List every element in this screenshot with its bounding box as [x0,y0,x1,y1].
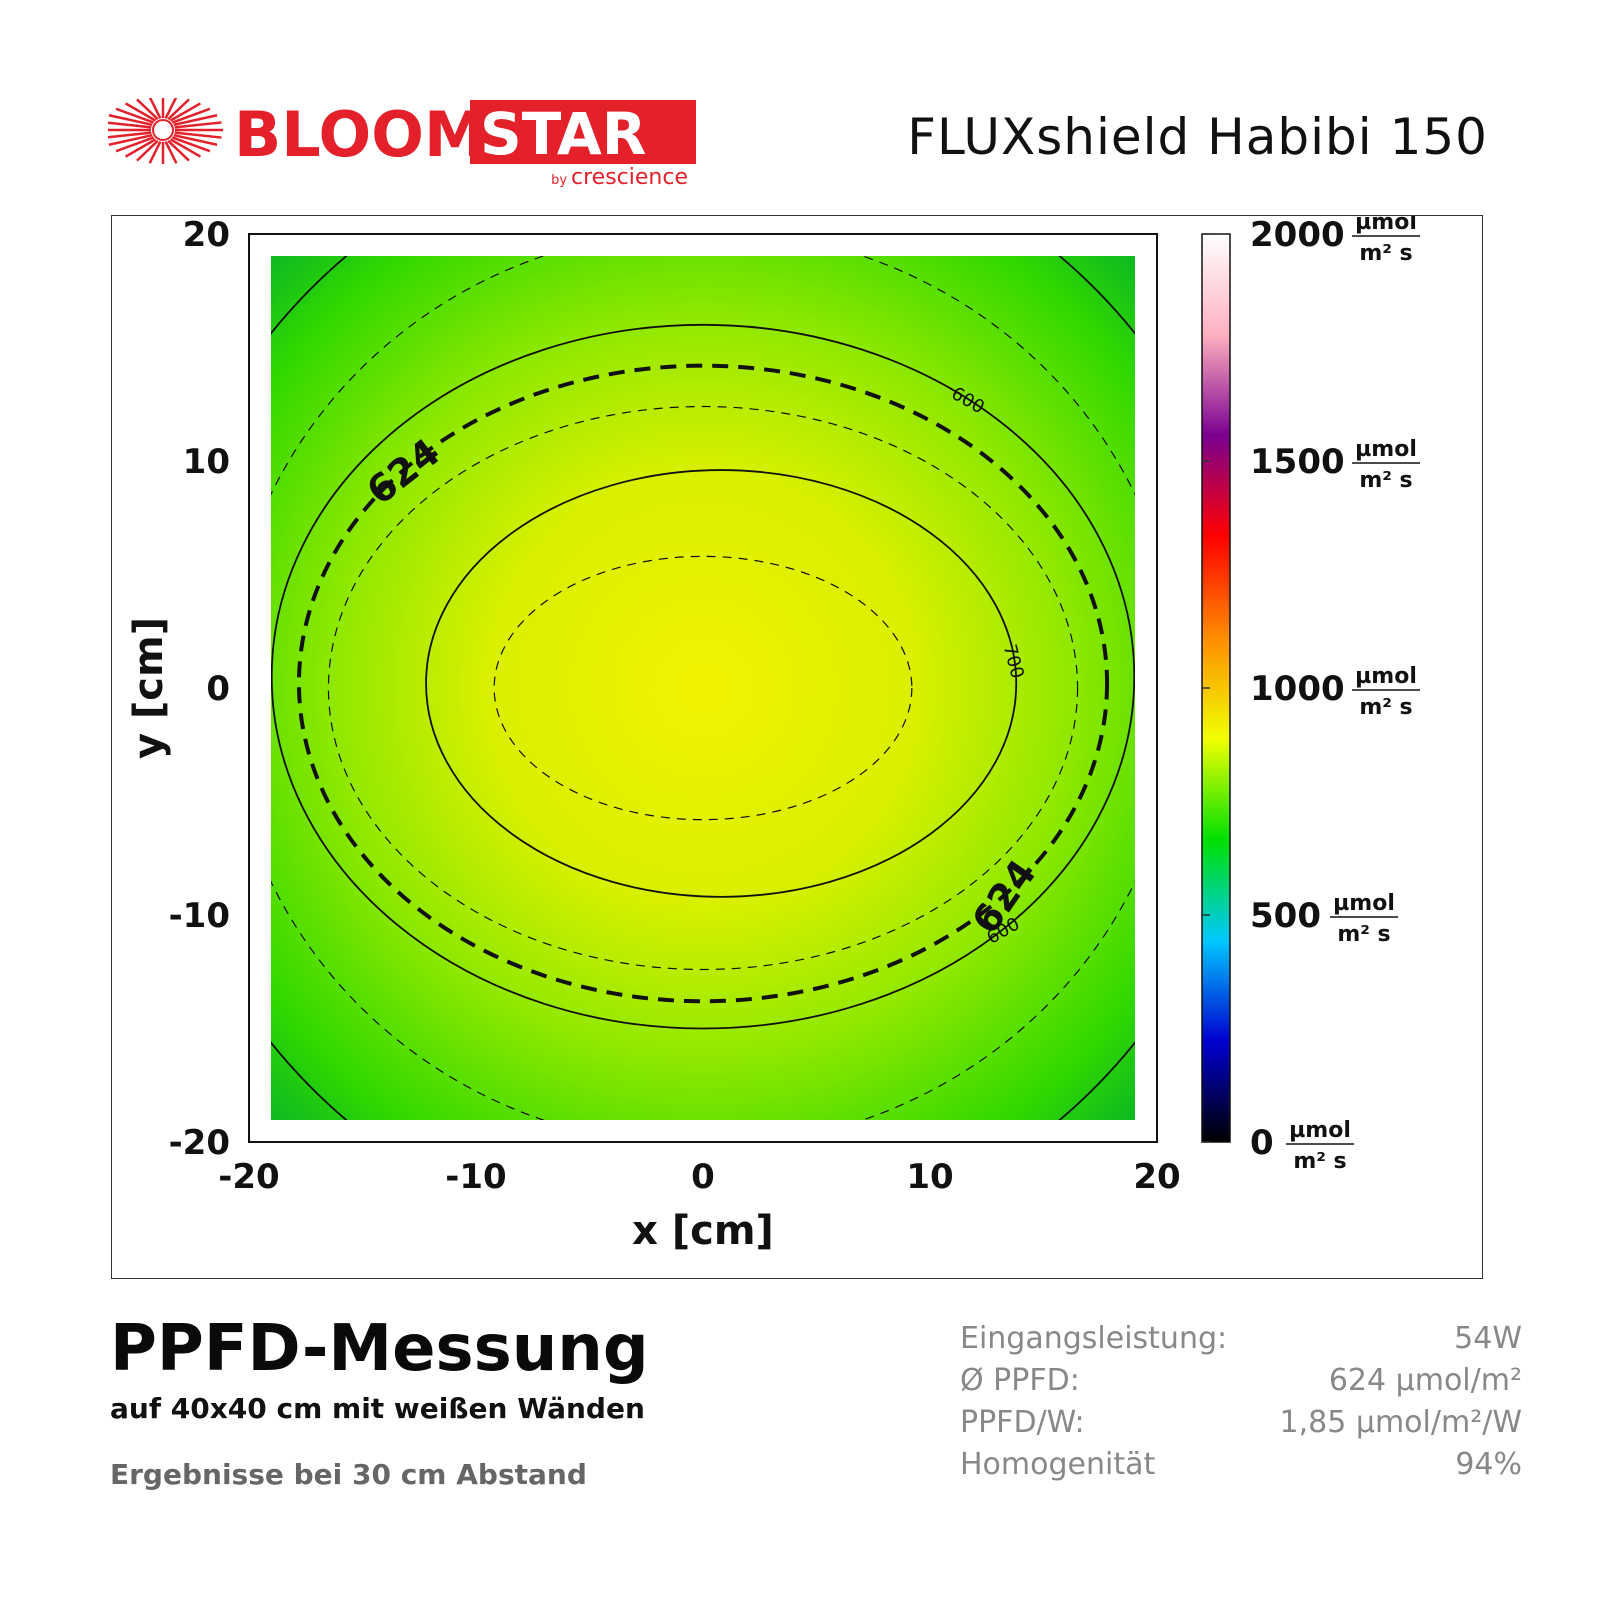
colorbar-unit-top: µmol [1333,891,1395,916]
contour-lines [271,256,1135,1120]
colorbar-unit-bottom: m² s [1359,695,1412,720]
x-tick-label: -10 [445,1157,506,1197]
colorbar-unit-top: µmol [1355,216,1417,235]
sunburst-ray [164,141,178,164]
sunburst-ray [124,102,157,122]
sunburst-ray [171,107,211,124]
sunburst-ray [167,139,190,162]
stats-table: Eingangsleistung: 54W Ø PPFD: 624 µmol/m… [960,1318,1522,1486]
contour-730 [493,555,913,821]
heatmap-field [271,256,1135,1120]
stat-row: Ø PPFD: 624 µmol/m² [960,1360,1522,1402]
x-tick-label: 10 [906,1157,953,1197]
colorbar-unit-bottom: m² s [1293,1149,1346,1174]
y-tick-label: 0 [206,669,230,709]
stat-row: Eingangsleistung: 54W [960,1318,1522,1360]
logo-word-bloom: BLOOM [234,98,486,171]
sunburst-ray [169,138,202,158]
sunburst-ray [108,121,152,129]
colorbar-tick-label: 1000 [1250,669,1345,709]
footer-note: Ergebnisse bei 30 cm Abstand [110,1458,587,1491]
sunburst-ray [136,98,159,121]
contour-600 [271,324,1135,1030]
x-tick-label: -20 [218,1157,279,1197]
colorbar [1201,233,1231,1143]
sunburst-center [152,119,174,141]
footer-subtitle: auf 40x40 cm mit weißen Wänden [110,1392,645,1425]
colorbar-unit-top: µmol [1355,664,1417,689]
stat-row: PPFD/W: 1,85 µmol/m²/W [960,1402,1522,1444]
stat-label: Homogenität [960,1447,1156,1482]
colorbar-ticks: 0 µmol m² s 500 µmol m² s 1000 µmol m² s 1500 µmol… [1202,216,1420,1174]
colorbar-unit-top: µmol [1355,437,1417,462]
sunburst-ray [174,131,222,139]
sunburst-ray [167,98,190,121]
footer-title: PPFD-Messung [110,1312,649,1386]
x-tick-label: 0 [691,1157,715,1197]
stat-value: 54W [1454,1321,1522,1356]
colorbar-tick-label: 1500 [1250,442,1345,482]
x-axis-ticks: -20 -10 0 10 20 [218,1157,1180,1197]
contour-700 [425,469,1018,898]
y-tick-label: 10 [183,442,230,482]
stat-label: PPFD/W: [960,1405,1085,1440]
colorbar-tick-label: 500 [1250,896,1321,936]
stat-value: 94% [1455,1447,1522,1482]
sunburst-ray [173,114,218,127]
colorbar-unit-top: µmol [1289,1118,1351,1143]
sunburst-ray [115,136,155,153]
product-title: FLUXshield Habibi 150 [907,108,1488,166]
sunburst-ray [169,102,202,122]
sunburst-ray [171,136,211,153]
y-tick-label: 20 [183,216,230,255]
logo-star-box [470,100,696,164]
y-tick-label: -20 [169,1123,230,1163]
sunburst-ray [108,133,153,146]
sunburst-ray [136,139,159,162]
stat-row: Homogenität 94% [960,1444,1522,1486]
colorbar-tick-label: 2000 [1250,216,1345,255]
bloomstar-logo: BLOOM STAR by crescience [108,98,696,188]
y-axis-label: y [cm] [126,617,172,759]
chart-frame: 624 624 600 600 700 -20 -10 0 10 20 -20 -10 0 10 20 … [111,215,1483,1279]
logo-tagline: by crescience [551,165,688,188]
x-tick-label: 20 [1133,1157,1180,1197]
sunburst-ray [108,131,152,139]
sunburst-ray [148,141,162,164]
colorbar-unit-bottom: m² s [1359,468,1412,493]
colorbar-unit-bottom: m² s [1359,241,1412,266]
sunburst-ray [108,114,153,127]
sunburst-ray [174,121,222,129]
x-axis-label: x [cm] [632,1208,774,1254]
sunburst-ray [124,138,157,158]
contour-650 [327,405,1079,971]
y-tick-label: -10 [169,896,230,936]
sunburst-icon [108,98,223,164]
stat-label: Ø PPFD: [960,1363,1080,1398]
stat-value: 1,85 µmol/m²/W [1279,1405,1522,1440]
stat-value: 624 µmol/m² [1328,1363,1522,1398]
y-axis-ticks: -20 -10 0 10 20 [169,216,230,1163]
sunburst-ray [115,107,155,124]
logo-word-star: STAR [480,100,646,168]
contour-624 [296,363,1110,1004]
sunburst-ray [173,133,218,146]
colorbar-unit-bottom: m² s [1337,922,1390,947]
stat-label: Eingangsleistung: [960,1321,1228,1356]
sunburst-ray [148,98,162,119]
sunburst-ray [164,98,178,119]
colorbar-tick-label: 0 [1250,1123,1274,1163]
